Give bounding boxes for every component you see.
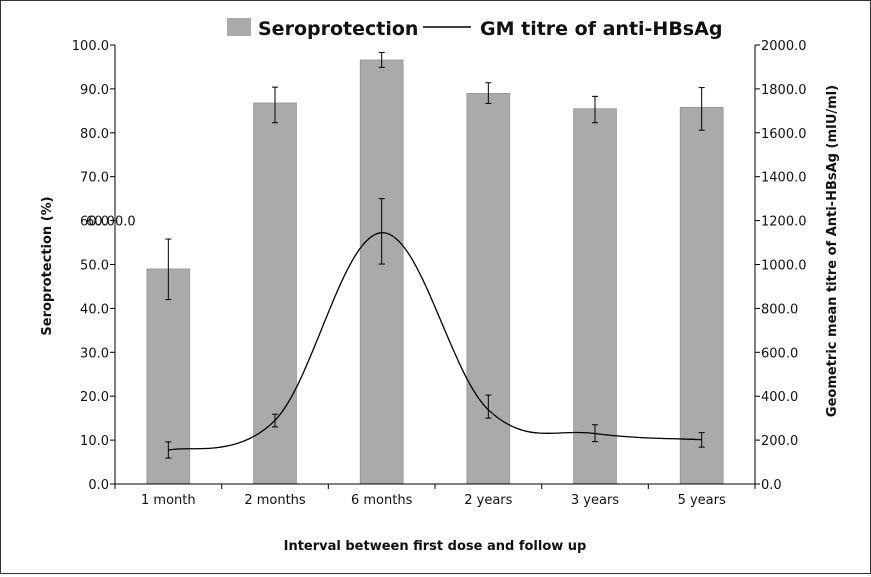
y2-tick-label: 1200.0 (761, 215, 807, 230)
y-tick-label: 80.0 (80, 127, 109, 142)
y2-tick-label: 400.0 (761, 390, 798, 405)
bar (359, 59, 404, 485)
legend-label-gm-titre: GM titre of anti-HBsAg (480, 18, 722, 40)
bar-series (146, 59, 724, 485)
x-tick-label: 5 years (678, 493, 726, 508)
y-tick-label: 20.0 (80, 390, 109, 405)
y2-tick-label: 200.0 (761, 434, 798, 449)
left-axis-ticks: 0.0 10.0 20.0 30.0 40.0 50.0 60.0 70.0 80.0 90.0 1… (72, 39, 115, 493)
y2-tick-label: 600.0 (761, 346, 798, 361)
y-tick-label: 40.0 (80, 302, 109, 317)
y-tick-label: 0.0 (88, 478, 109, 493)
y2-tick-label: 800.0 (761, 302, 798, 317)
bar-error-bars (165, 51, 705, 301)
y-axis-title: Seroprotection (%) (40, 196, 55, 335)
x-tick-label: 6 months (351, 493, 413, 508)
y-tick-label: 100.0 (72, 39, 109, 54)
y-tick-label: 90.0 (80, 83, 109, 98)
y-tick-label: 70.0 (80, 171, 109, 186)
right-axis-ticks: 0.0 200.0 400.0 600.0 800.0 1000.0 1200.0 1400.… (755, 39, 807, 493)
bar (466, 92, 511, 485)
axes (114, 45, 756, 485)
x-axis-ticks: 1 month 2 months 6 months 2 years 3 years 5 y… (114, 484, 756, 508)
legend-swatch-seroprotection (227, 18, 251, 36)
line-series (165, 198, 705, 459)
x-tick-label: 3 years (571, 493, 619, 508)
y-tick-label: 30.0 (80, 346, 109, 361)
y2-tick-label: 1800.0 (761, 83, 807, 98)
y-tick-label: 10.0 (80, 434, 109, 449)
y2-tick-label: 2000.0 (761, 39, 807, 54)
x-tick-label: 2 years (464, 493, 512, 508)
y-tick-label: 50.0 (80, 259, 109, 274)
y2-tick-label: 0.0 (761, 478, 782, 493)
y-tick-label: 60.0 (80, 215, 109, 230)
gm-titre-line (168, 232, 702, 451)
y2-tick-label: 1600.0 (761, 127, 807, 142)
y2-tick-label: 1000.0 (761, 259, 807, 274)
legend-label-seroprotection: Seroprotection (258, 18, 418, 40)
y2-axis-title: Geometric mean titre of Anti-HBsAg (mIU/… (825, 85, 840, 417)
y2-tick-label: 1400.0 (761, 171, 807, 186)
bar (679, 107, 724, 485)
annotation-text: 60.00.0 (86, 215, 136, 230)
x-tick-label: 1 month (141, 493, 196, 508)
x-axis-title: Interval between first dose and follow u… (284, 539, 587, 554)
legend: Seroprotection GM titre of anti-HBsAg (227, 18, 722, 40)
x-tick-label: 2 months (244, 493, 306, 508)
